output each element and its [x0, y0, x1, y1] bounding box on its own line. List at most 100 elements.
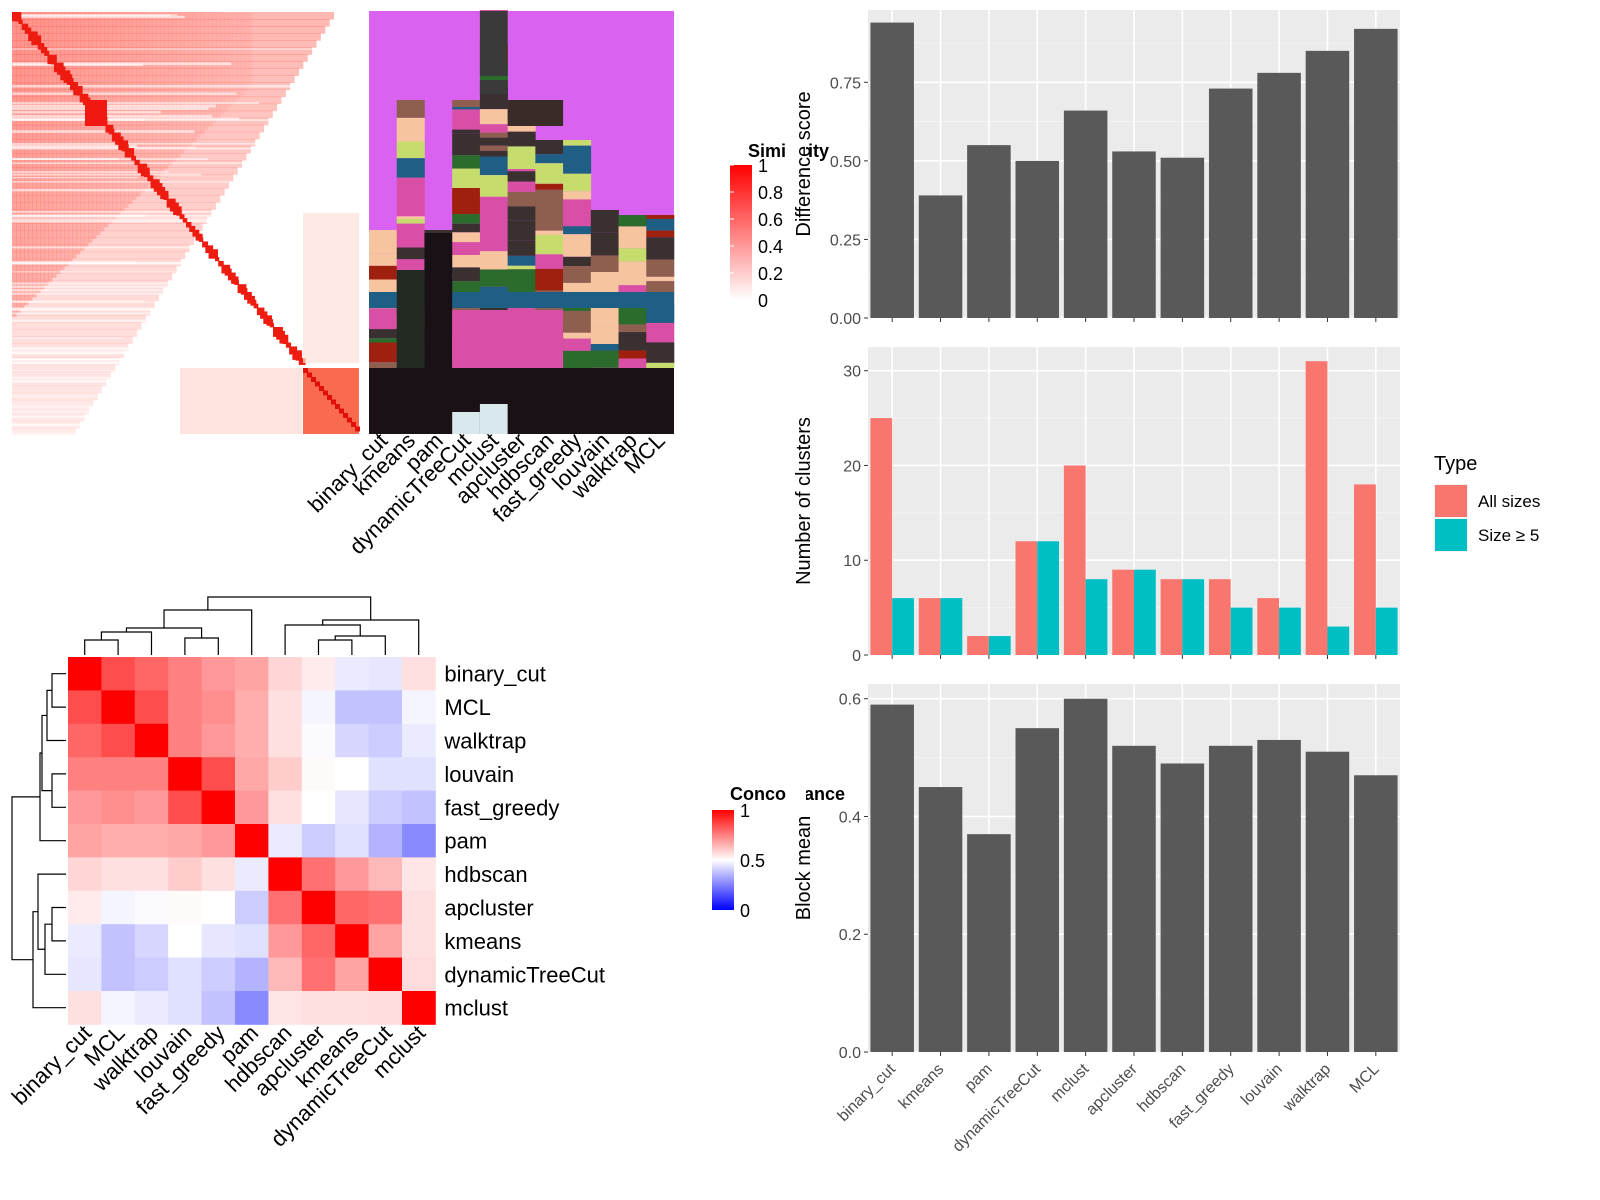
concordance-cell: [301, 924, 336, 958]
similarity-diagonal-block: [247, 295, 255, 304]
similarity-band: [12, 371, 111, 380]
concordance-cell: [268, 924, 303, 958]
similarity-stripe: [12, 415, 160, 418]
similarity-diagonal-block: [343, 413, 348, 418]
cluster-segment: [396, 219, 425, 224]
cluster-segment: [563, 173, 592, 192]
cluster-segment: [507, 191, 536, 207]
cluster-segment: [369, 308, 398, 330]
cluster-segment: [452, 129, 481, 134]
cluster-segment: [646, 322, 675, 333]
legend-key: [1435, 519, 1467, 551]
similarity-stripe: [12, 271, 264, 273]
cluster-segment: [646, 215, 675, 219]
similarity-stripe: [12, 376, 238, 380]
bar: [1063, 110, 1108, 318]
cluster-segment: [563, 145, 592, 152]
dendrogram-branch: [207, 596, 372, 620]
cluster-segment: [507, 131, 536, 147]
bar: [1257, 72, 1301, 318]
bar: [870, 22, 914, 318]
cluster-segment: [452, 118, 481, 130]
similarity-stripe: [12, 282, 254, 285]
similarity-diagonal-block: [298, 358, 306, 365]
similarity-diagonal-block: [315, 381, 320, 387]
concordance-cell: [201, 723, 236, 758]
bar: [1279, 607, 1301, 655]
similarity-legend-tick: 0: [758, 291, 768, 311]
bar: [1208, 88, 1253, 318]
concordance-cell: [335, 657, 369, 691]
cluster-segment: [479, 124, 508, 133]
similarity-band: [12, 357, 120, 365]
similarity-band: [16, 12, 21, 313]
similarity-band: [12, 329, 138, 337]
similarity-stripe: [12, 114, 213, 118]
cluster-segment: [452, 155, 481, 169]
cluster-segment: [563, 214, 592, 227]
similarity-band: [12, 272, 173, 281]
similarity-diagonal-block: [37, 43, 45, 50]
y-tick-label: 0.75: [830, 75, 861, 92]
cluster-segment: [507, 240, 536, 256]
similarity-band: [244, 12, 249, 92]
similarity-band: [12, 124, 264, 133]
similarity-band: [20, 12, 25, 309]
similarity-stripe: [12, 285, 261, 289]
concordance-cell: [368, 890, 403, 925]
similarity-band: [188, 12, 193, 146]
bar: [1230, 607, 1253, 655]
cluster-segment: [618, 215, 647, 227]
concordance-cell: [301, 991, 336, 1025]
bar: [1160, 763, 1205, 1052]
x-tick-label: mclust: [1048, 1060, 1093, 1105]
cluster-segment: [396, 216, 425, 220]
bar: [1354, 28, 1398, 318]
concordance-cell: [368, 924, 403, 958]
cluster-segment: [618, 226, 647, 249]
concordance-row-label: fast_greedy: [444, 795, 559, 820]
cluster-segment: [563, 332, 592, 339]
similarity-band: [180, 12, 185, 154]
cluster-segment: [479, 233, 508, 252]
similarity-stripe: [12, 14, 171, 17]
x-tick-label: louvain: [1238, 1061, 1286, 1109]
concordance-row-label: binary_cut: [444, 662, 546, 687]
similarity-stripe: [12, 173, 202, 176]
y-tick-label: 0.0: [839, 1045, 861, 1062]
similarity-band: [240, 12, 245, 96]
similarity-band: [84, 12, 89, 247]
cluster-segment: [452, 168, 481, 189]
concordance-legend: Concordance 10.50: [712, 778, 845, 921]
dendrogram-branch: [39, 752, 66, 842]
concordance-legend-bar: [712, 810, 734, 910]
cluster-segment: [424, 230, 453, 236]
concordance-legend-tick: 0: [740, 901, 750, 921]
similarity-diagonal-block: [85, 100, 107, 126]
concordance-cell: [335, 857, 369, 892]
concordance-cell: [168, 957, 202, 992]
concordance-cell: [68, 757, 102, 791]
similarity-band: [72, 12, 77, 259]
bar: [967, 834, 1011, 1052]
bar: [967, 145, 1011, 318]
concordance-cell: [268, 890, 303, 925]
cluster-segment: [646, 362, 675, 368]
similarity-diagonal-block: [128, 152, 134, 158]
concordance-cell: [134, 924, 169, 958]
concordance-cell: [335, 757, 369, 791]
similarity-heatmap: [12, 12, 362, 436]
concordance-cell: [201, 890, 236, 925]
similarity-diagonal-block: [179, 214, 185, 220]
similarity-stripe: [12, 312, 265, 315]
similarity-band: [36, 12, 41, 294]
bar: [1208, 579, 1231, 655]
cluster-segment: [535, 225, 564, 231]
similarity-band: [228, 12, 233, 108]
cluster-segment: [479, 196, 508, 220]
similarity-band: [12, 230, 199, 239]
cluster-block: [479, 11, 508, 76]
concordance-cell: [402, 723, 436, 758]
similarity-stripe: [12, 107, 209, 111]
similarity-legend-tick: 0.6: [758, 210, 783, 230]
